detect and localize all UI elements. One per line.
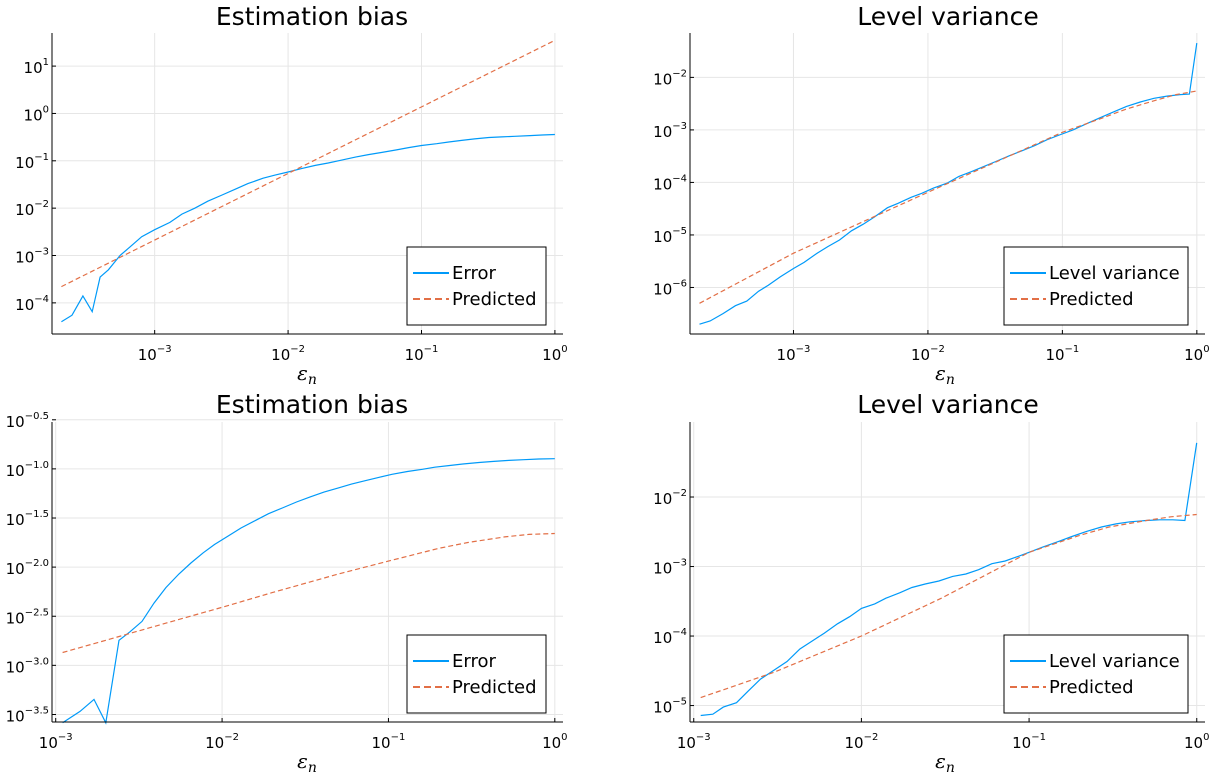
y-tick-label: 10−4 — [653, 173, 687, 193]
y-tick-label: 10−5 — [653, 697, 687, 717]
chart-panel: Estimation bias 10−3 10−2 10−1 100 10−4 10−3… — [15, 2, 567, 388]
y-tick-label: 10−3.5 — [6, 705, 49, 725]
legend-box — [1003, 246, 1189, 326]
y-tick-label: 10−3 — [653, 558, 687, 578]
legend: Level variance Predicted — [1003, 634, 1189, 714]
legend-label: Level variance — [1049, 651, 1180, 672]
x-tick-label: 10−2 — [911, 344, 945, 364]
x-tick-label: 100 — [542, 344, 567, 364]
y-tick-label: 10−1.5 — [6, 509, 49, 529]
predicted-line — [62, 532, 555, 654]
predicted-line — [699, 90, 1197, 304]
legend: Error Predicted — [406, 634, 547, 714]
error-line — [700, 442, 1198, 717]
legend-label: Predicted — [1049, 677, 1134, 698]
x-tick-label: 100 — [542, 732, 567, 752]
legend-box — [1003, 634, 1189, 714]
y-tick-label: 10−3 — [15, 247, 49, 267]
x-tick-label: 100 — [1184, 344, 1209, 364]
x-axis-label: εn — [297, 361, 317, 388]
chart-panel: Level variance 10−3 10−2 10−1 100 10−6 10−5 1… — [653, 2, 1209, 388]
y-tick-label: 10−6 — [653, 278, 687, 298]
legend-label: Predicted — [1049, 289, 1134, 310]
y-tick-label: 100 — [24, 104, 49, 124]
y-tick-label: 101 — [24, 57, 49, 77]
chart-title: Estimation bias — [216, 2, 408, 31]
error-line — [62, 458, 555, 725]
x-tick-label: 10−3 — [677, 732, 711, 752]
chart-title: Level variance — [857, 390, 1039, 419]
chart-panel: Estimation bias 10−3 10−2 10−1 100 10−3.5 10… — [6, 390, 568, 776]
x-tick-label: 10−1 — [1012, 732, 1046, 752]
y-tick-label: 10−5 — [653, 226, 687, 246]
legend-label: Level variance — [1049, 263, 1180, 284]
y-tick-label: 10−3.0 — [6, 656, 49, 676]
x-axis-label: εn — [935, 749, 955, 776]
legend-box — [406, 246, 547, 326]
y-tick-label: 10−4 — [15, 294, 49, 314]
y-tick-label: 10−1 — [15, 152, 49, 172]
legend-box — [406, 634, 547, 714]
legend-label: Error — [452, 263, 496, 284]
x-tick-label: 10−2 — [844, 732, 878, 752]
y-tick-label: 10−2 — [15, 199, 49, 219]
legend-label: Error — [452, 651, 496, 672]
legend-label: Predicted — [452, 289, 537, 310]
x-tick-label: 10−3 — [138, 344, 172, 364]
y-tick-label: 10−2.0 — [6, 558, 49, 578]
predicted-line — [700, 513, 1197, 699]
error-line — [699, 43, 1198, 325]
x-tick-label: 10−1 — [1045, 344, 1079, 364]
chart-title: Level variance — [857, 2, 1039, 31]
predicted-line — [61, 39, 556, 288]
x-tick-label: 10−3 — [39, 732, 73, 752]
x-tick-label: 10−2 — [205, 732, 239, 752]
legend: Level variance Predicted — [1003, 246, 1189, 326]
x-tick-label: 10−1 — [372, 732, 406, 752]
y-tick-label: 10−2.5 — [6, 607, 49, 627]
y-tick-label: 10−0.5 — [6, 411, 49, 431]
x-axis-label: εn — [297, 749, 317, 776]
x-tick-label: 100 — [1184, 732, 1209, 752]
x-tick-label: 10−3 — [777, 344, 811, 364]
x-axis-label: εn — [935, 361, 955, 388]
y-tick-label: 10−3 — [653, 121, 687, 141]
x-tick-label: 10−1 — [405, 344, 439, 364]
legend: Error Predicted — [406, 246, 547, 326]
y-tick-label: 10−2 — [653, 488, 687, 508]
y-tick-label: 10−1.0 — [6, 460, 49, 480]
y-tick-label: 10−4 — [653, 627, 687, 647]
y-tick-label: 10−2 — [653, 68, 687, 88]
chart-panel: Level variance 10−3 10−2 10−1 100 10−5 10−4 1… — [653, 390, 1209, 776]
legend-label: Predicted — [452, 677, 537, 698]
chart-title: Estimation bias — [216, 390, 408, 419]
x-tick-label: 10−2 — [271, 344, 305, 364]
